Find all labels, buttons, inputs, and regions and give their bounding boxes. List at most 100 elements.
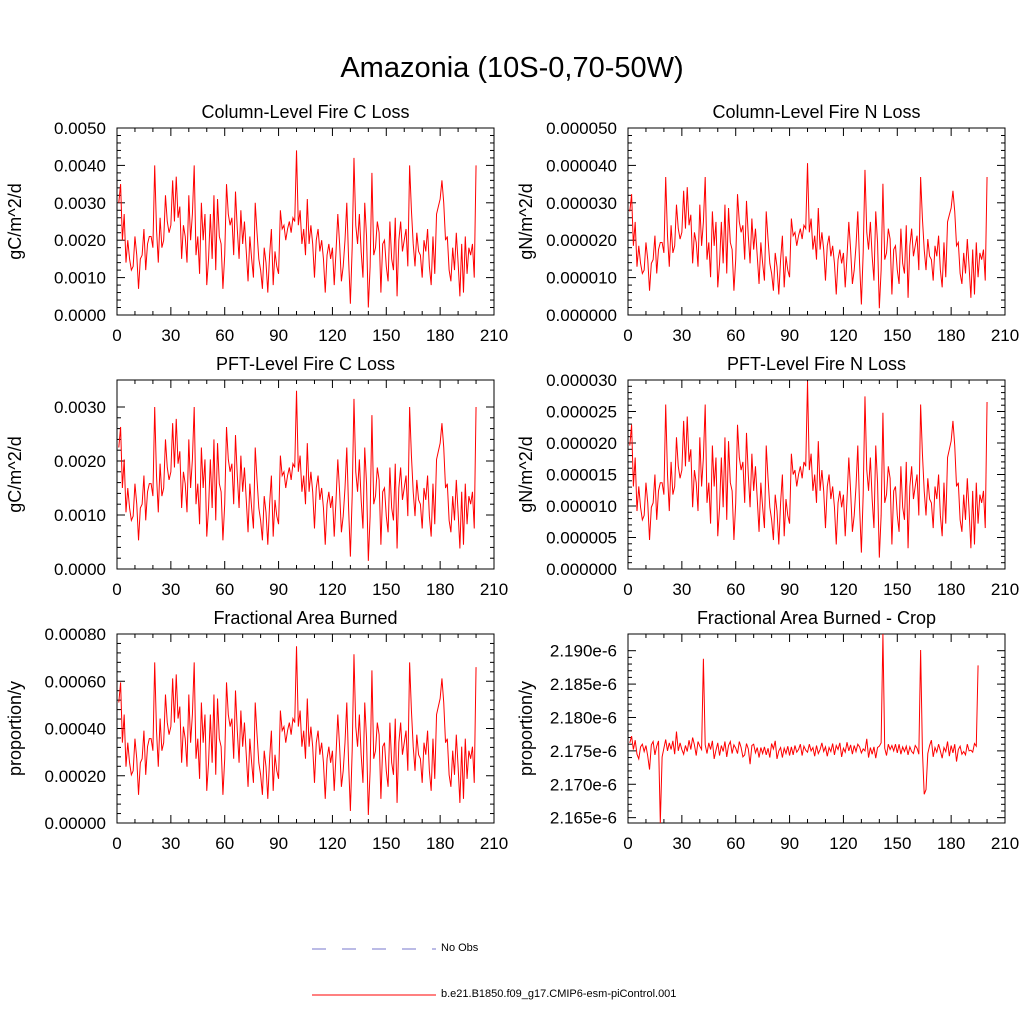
x-tick-label: 120: [829, 834, 857, 853]
x-tick-label: 0: [623, 834, 632, 853]
y-axis-label: gC/m^2/d: [5, 183, 25, 259]
chart-panel-5: Fractional Area Burned proportion/y 0 30 60 9…: [5, 608, 508, 853]
page-title: Amazonia (10S-0,70-50W): [340, 52, 684, 84]
x-tick-label: 30: [161, 834, 180, 853]
x-tick-label: 0: [112, 326, 121, 345]
x-tick-label: 180: [937, 326, 965, 345]
y-tick-label: 0.000020: [546, 231, 617, 250]
x-tick-label: 90: [780, 580, 799, 599]
x-tick-label: 120: [318, 834, 346, 853]
chart-title: PFT-Level Fire C Loss: [216, 354, 395, 374]
x-tick-label: 210: [991, 326, 1019, 345]
x-tick-label: 0: [112, 834, 121, 853]
x-tick-label: 150: [883, 326, 911, 345]
y-tick-label: 0.0010: [54, 506, 106, 525]
y-tick-label: 2.165e-6: [550, 809, 617, 828]
y-tick-label: 0.000030: [546, 371, 617, 390]
chart-panel-3: PFT-Level Fire C Loss gC/m^2/d 0 30 60 90 120 1…: [5, 354, 508, 599]
series-line-1: [629, 163, 988, 309]
y-tick-label: 2.170e-6: [550, 775, 617, 794]
x-tick-label: 210: [991, 834, 1019, 853]
x-tick-label: 30: [672, 580, 691, 599]
plot-frame: [627, 379, 1006, 570]
chart-title: Fractional Area Burned - Crop: [697, 608, 936, 628]
series-line-1: [118, 646, 477, 815]
y-tick-label: 0.0020: [54, 452, 106, 471]
y-tick-label: 2.180e-6: [550, 708, 617, 727]
y-tick-label: 0.000025: [546, 403, 617, 422]
y-axis-label: gN/m^2/d: [516, 436, 536, 512]
chart-panel-6: Fractional Area Burned - Crop proportion/…: [516, 608, 1019, 853]
x-tick-label: 120: [829, 326, 857, 345]
y-tick-label: 0.0010: [54, 269, 106, 288]
x-tick-label: 90: [780, 326, 799, 345]
y-tick-label: 0.00060: [45, 672, 106, 691]
y-tick-label: 2.185e-6: [550, 675, 617, 694]
chart-panel-1: Column-Level Fire C Loss gC/m^2/d 0 30 60 90 1…: [5, 102, 508, 345]
x-tick-label: 150: [372, 580, 400, 599]
x-tick-label: 180: [426, 326, 454, 345]
y-tick-label: 0.0040: [54, 156, 106, 175]
x-tick-label: 120: [829, 580, 857, 599]
x-tick-label: 150: [883, 834, 911, 853]
chart-title: Fractional Area Burned: [213, 608, 397, 628]
x-tick-label: 180: [937, 580, 965, 599]
y-tick-label: 0.000000: [546, 560, 617, 579]
series-line-1: [629, 381, 988, 558]
x-tick-label: 60: [215, 580, 234, 599]
x-tick-label: 90: [269, 326, 288, 345]
y-tick-label: 0.000000: [546, 306, 617, 325]
chart-title: Column-Level Fire C Loss: [201, 102, 409, 122]
x-tick-label: 120: [318, 580, 346, 599]
x-tick-label: 180: [426, 580, 454, 599]
series-line-1: [118, 150, 477, 308]
y-axis-label: gN/m^2/d: [516, 183, 536, 259]
y-tick-label: 0.00040: [45, 720, 106, 739]
y-tick-label: 0.000010: [546, 269, 617, 288]
plot-frame: [116, 379, 495, 570]
x-tick-label: 210: [480, 580, 508, 599]
x-tick-label: 30: [672, 834, 691, 853]
x-tick-label: 60: [726, 326, 745, 345]
y-tick-label: 0.00000: [45, 814, 106, 833]
x-tick-label: 0: [112, 580, 121, 599]
y-tick-label: 0.0000: [54, 306, 106, 325]
x-tick-label: 30: [161, 326, 180, 345]
chart-panel-2: Column-Level Fire N Loss gN/m^2/d 0 30 60 90 1…: [516, 102, 1019, 345]
plot-frame: [627, 127, 1006, 316]
x-tick-label: 60: [726, 834, 745, 853]
y-tick-label: 0.00020: [45, 767, 106, 786]
x-tick-label: 150: [883, 580, 911, 599]
y-tick-label: 0.000010: [546, 497, 617, 516]
y-tick-label: 0.00080: [45, 625, 106, 644]
y-tick-label: 0.000030: [546, 194, 617, 213]
y-axis-label: gC/m^2/d: [5, 436, 25, 512]
x-tick-label: 90: [269, 580, 288, 599]
x-tick-label: 0: [623, 326, 632, 345]
y-tick-label: 0.000040: [546, 156, 617, 175]
plot-frame: [116, 633, 495, 824]
series-line-1: [118, 390, 477, 561]
y-axis-label: proportion/y: [5, 681, 25, 776]
y-tick-label: 0.000005: [546, 529, 617, 548]
x-tick-label: 180: [937, 834, 965, 853]
plot-frame: [627, 633, 1006, 824]
x-tick-label: 210: [480, 326, 508, 345]
y-tick-label: 0.0020: [54, 231, 106, 250]
x-tick-label: 150: [372, 834, 400, 853]
y-tick-label: 0.0050: [54, 119, 106, 138]
y-tick-label: 0.0030: [54, 194, 106, 213]
x-tick-label: 120: [318, 326, 346, 345]
x-tick-label: 30: [672, 326, 691, 345]
y-tick-label: 0.000020: [546, 434, 617, 453]
x-tick-label: 210: [480, 834, 508, 853]
x-tick-label: 30: [161, 580, 180, 599]
y-axis-label: proportion/y: [516, 681, 536, 776]
x-tick-label: 180: [426, 834, 454, 853]
chart-title: Column-Level Fire N Loss: [712, 102, 920, 122]
x-tick-label: 210: [991, 580, 1019, 599]
x-tick-label: 60: [726, 580, 745, 599]
y-tick-label: 2.175e-6: [550, 742, 617, 761]
series-line-1: [629, 633, 979, 824]
